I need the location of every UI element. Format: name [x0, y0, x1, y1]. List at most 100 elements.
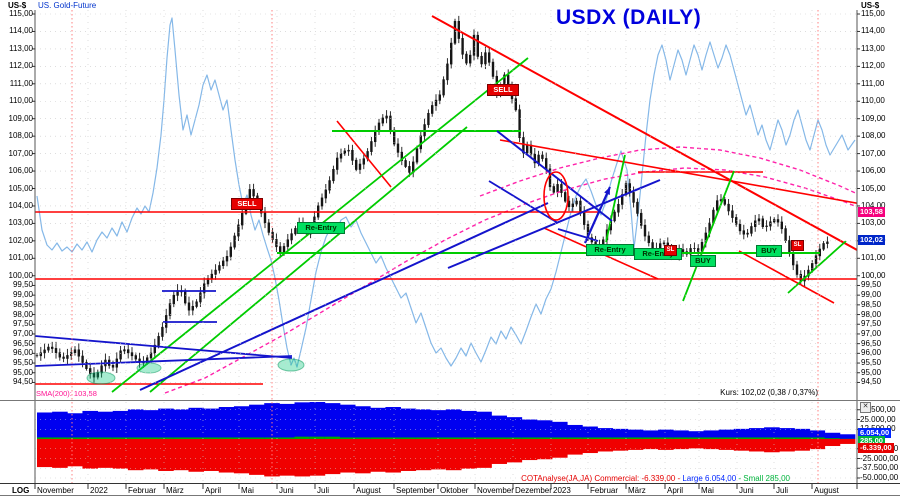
sma-value-label: SMA(200): 103,58	[36, 389, 97, 398]
price-tick-label: 108,00	[861, 131, 886, 141]
price-tick-label: 95,00	[861, 367, 882, 377]
cot-tick-label: 37.500,00	[860, 404, 896, 414]
price-tick-label: 101,00	[861, 253, 886, 263]
price-marker-badge: 103,58	[858, 207, 885, 217]
price-tick-label: 98,00	[861, 309, 882, 319]
cot-tick-label: 25.000,00	[860, 414, 896, 424]
price-tick-label: 105,00	[861, 183, 886, 193]
last-price-label: Kurs: 102,02 (0,38 / 0,37%)	[720, 388, 818, 397]
price-tick-label: 113,00	[9, 43, 33, 53]
sell-tag: SELL	[231, 198, 263, 210]
price-tick-label: 113,00	[861, 43, 885, 53]
price-tick-label: 99,50	[12, 280, 33, 290]
month-label: 2022	[90, 486, 108, 495]
price-marker-badge: 102,02	[858, 235, 885, 245]
price-tick-label: 106,00	[861, 166, 886, 176]
price-tick-label: 97,00	[12, 328, 33, 338]
month-label: April	[667, 486, 684, 495]
month-label: Oktober	[440, 486, 469, 495]
price-tick-label: 114,00	[861, 26, 885, 36]
price-tick-label: 97,50	[12, 319, 33, 329]
price-tick-label: 94,50	[12, 377, 33, 387]
sl-tag: SL	[664, 245, 677, 256]
price-tick-label: 112,00	[861, 61, 885, 71]
cot-value-badge: 6.054,00	[858, 428, 892, 438]
month-label: Februar	[128, 486, 157, 495]
price-tick-label: 99,50	[861, 280, 882, 290]
cot-legend-part: COTAnalyse(JA,JA) Commercial: -6.339,00 …	[521, 474, 683, 483]
price-tick-label: 99,00	[12, 290, 33, 300]
price-tick-label: 105,00	[8, 183, 33, 193]
price-tick-label: 98,50	[12, 299, 33, 309]
price-tick-label: 112,00	[9, 61, 33, 71]
price-tick-label: 96,00	[12, 348, 33, 358]
price-tick-label: 104,00	[8, 200, 33, 210]
price-tick-label: 94,50	[861, 377, 882, 387]
price-tick-label: 115,00	[9, 9, 33, 18]
price-tick-label: 103,00	[8, 218, 33, 228]
price-tick-label: 96,50	[12, 338, 33, 348]
price-tick-label: 114,00	[9, 26, 33, 36]
month-label: August	[814, 486, 839, 495]
price-tick-label: 107,00	[8, 148, 33, 158]
buy-tag: BUY	[690, 255, 716, 267]
chart-title: USDX (DAILY)	[556, 6, 702, 29]
month-label: August	[356, 486, 381, 495]
price-tick-label: 95,00	[12, 367, 33, 377]
price-tick-label: 110,00	[861, 96, 885, 106]
month-label: November	[37, 486, 74, 495]
cot-tick-label: -50.000,00	[860, 473, 899, 482]
month-label: Mai	[701, 486, 714, 495]
price-tick-label: 109,00	[861, 113, 886, 123]
price-tick-label: 108,00	[8, 131, 33, 141]
month-label: April	[205, 486, 222, 495]
price-tick-label: 115,00	[861, 9, 885, 18]
cot-tick-label: -25.000,00	[860, 453, 899, 463]
month-label: März	[628, 486, 646, 495]
close-panel-button[interactable]: ✕	[860, 402, 871, 413]
cot-legend: COTAnalyse(JA,JA) Commercial: -6.339,00 …	[521, 474, 790, 483]
sell-tag: SELL	[487, 84, 519, 96]
price-tick-label: 98,00	[12, 309, 33, 319]
price-tick-label: 111,00	[9, 78, 33, 88]
price-tick-label: 104,00	[861, 200, 886, 210]
log-scale-label: LOG	[12, 486, 30, 495]
price-tick-label: 107,00	[861, 148, 886, 158]
sl-tag: SL	[791, 240, 804, 251]
price-tick-label: 96,50	[861, 338, 882, 348]
cot-tick-label: -37.500,00	[860, 463, 899, 473]
price-tick-label: 106,00	[8, 166, 33, 176]
price-tick-label: 96,00	[861, 348, 882, 358]
price-tick-label: 100,00	[8, 270, 33, 280]
price-tick-label: 103,00	[861, 218, 886, 228]
month-label: September	[396, 486, 436, 495]
cot-legend-part: Large 6.054,00	[682, 474, 737, 483]
month-label: Dezember	[515, 486, 552, 495]
right-axis-currency-label: US-$	[861, 1, 880, 10]
price-tick-label: 102,00	[8, 235, 33, 245]
cot-value-badge: -6.339,00	[858, 443, 894, 453]
close-icon: ✕	[862, 403, 869, 410]
price-tick-label: 95,50	[861, 358, 882, 368]
price-tick-label: 111,00	[861, 78, 885, 88]
cot-legend-part: - Small 285,00	[736, 474, 790, 483]
price-tick-label: 99,00	[861, 290, 882, 300]
re-entry-tag: Re-Entry	[297, 222, 345, 234]
re-entry-tag: Re-Entry	[586, 244, 634, 256]
month-label: 2023	[553, 486, 571, 495]
month-label: Juli	[776, 486, 789, 495]
left-axis-currency-label: US-$	[8, 1, 27, 10]
month-label: Juli	[317, 486, 330, 495]
price-tick-label: 98,50	[861, 299, 882, 309]
price-tick-label: 110,00	[9, 96, 33, 106]
month-label: März	[166, 486, 184, 495]
price-tick-label: 109,00	[8, 113, 33, 123]
price-tick-label: 100,00	[861, 270, 886, 280]
cot-value-badge: 285,00	[858, 436, 885, 446]
month-label: Juni	[739, 486, 754, 495]
month-label: Juni	[279, 486, 294, 495]
price-tick-label: 97,00	[861, 328, 882, 338]
price-tick-label: 95,50	[12, 358, 33, 368]
